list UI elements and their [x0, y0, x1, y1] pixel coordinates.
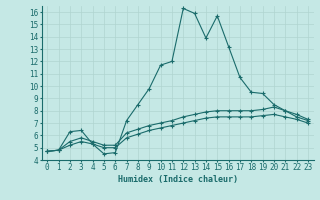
X-axis label: Humidex (Indice chaleur): Humidex (Indice chaleur) — [118, 175, 237, 184]
